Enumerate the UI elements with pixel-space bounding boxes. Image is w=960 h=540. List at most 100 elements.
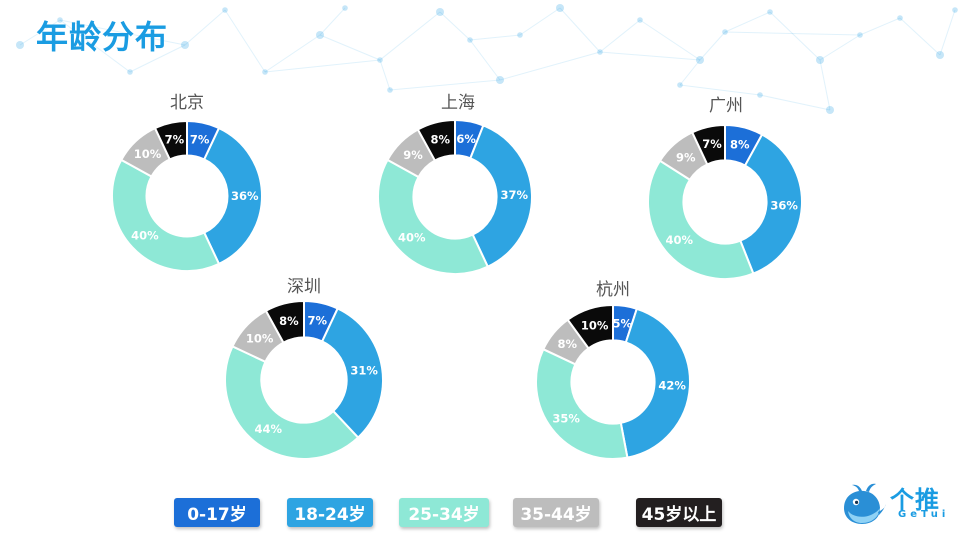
- legend-item-25-34: 25-34岁: [399, 498, 489, 527]
- slice-label-guangzhou-45-plus: 7%: [702, 137, 722, 151]
- slice-label-hangzhou-45-plus: 10%: [581, 319, 609, 333]
- network-node: [722, 29, 728, 35]
- network-line: [129, 44, 186, 73]
- chart-title-hangzhou: 杭州: [596, 280, 630, 300]
- slice-label-shenzhen-0-17: 7%: [308, 314, 328, 328]
- slice-shenzhen-25-34: [224, 345, 360, 460]
- network-line: [679, 59, 701, 86]
- legend-label: 45岁以上: [641, 505, 717, 525]
- network-line: [899, 17, 941, 56]
- network-node: [496, 76, 504, 84]
- network-node: [57, 17, 63, 23]
- chart-title-guangzhou: 广州: [709, 96, 743, 116]
- slice-label-hangzhou-0-17: 5%: [613, 316, 633, 330]
- slice-guangzhou-18-24: [739, 133, 803, 275]
- logo-text-en: GeTui: [898, 509, 950, 520]
- network-line: [819, 59, 831, 111]
- network-node: [696, 56, 704, 64]
- slice-shanghai-25-34: [377, 158, 490, 275]
- network-line: [759, 94, 831, 111]
- network-line: [499, 51, 601, 81]
- slice-label-shanghai-25-34: 40%: [398, 231, 426, 245]
- network-line: [19, 19, 61, 46]
- logo-text-cn: 个推: [890, 486, 940, 514]
- network-node: [222, 7, 228, 13]
- network-node: [556, 4, 564, 12]
- network-line: [939, 9, 956, 56]
- network-node: [767, 9, 773, 15]
- network-node: [517, 32, 523, 38]
- slice-label-beijing-25-34: 40%: [131, 229, 159, 243]
- legend-label: 0-17岁: [187, 505, 247, 525]
- network-line: [184, 9, 226, 46]
- slice-label-shanghai-35-44: 9%: [403, 148, 423, 162]
- slice-label-shenzhen-45-plus: 8%: [279, 314, 299, 328]
- network-line: [59, 19, 131, 73]
- network-line: [519, 7, 561, 36]
- slice-hangzhou-45-plus: [566, 303, 614, 350]
- slice-beijing-18-24: [202, 126, 263, 266]
- chart-title-shanghai: 上海: [441, 93, 475, 113]
- slice-guangzhou-45-plus: [690, 123, 726, 166]
- whale-logo-icon: [844, 483, 886, 524]
- network-node: [677, 82, 683, 88]
- network-line: [724, 11, 771, 33]
- legend-item-18-24: 18-24岁: [287, 498, 373, 527]
- slice-label-guangzhou-35-44: 9%: [676, 151, 696, 165]
- network-node: [262, 69, 268, 75]
- network-line: [264, 34, 321, 73]
- network-node: [816, 56, 824, 64]
- legend-item-45-plus: 45岁以上: [636, 498, 722, 527]
- slice-label-beijing-0-17: 7%: [190, 133, 210, 147]
- network-node: [637, 17, 643, 23]
- chart-title-shenzhen: 深圳: [287, 277, 321, 297]
- slice-beijing-25-34: [111, 158, 221, 272]
- network-line: [389, 79, 501, 91]
- network-node: [757, 92, 763, 98]
- slice-label-shanghai-18-24: 37%: [500, 188, 528, 202]
- slice-label-shenzhen-25-34: 44%: [254, 422, 282, 436]
- slice-beijing-45-plus: [153, 119, 188, 161]
- network-node: [936, 51, 944, 59]
- getui-logo: 个推 GeTui: [838, 478, 950, 528]
- slice-label-guangzhou-18-24: 36%: [770, 199, 798, 213]
- network-node: [952, 7, 958, 13]
- donut-shenzhen: 7% 31% 44% 10% 8%: [224, 299, 384, 460]
- slice-shenzhen-45-plus: [264, 299, 305, 344]
- network-line: [639, 19, 701, 61]
- slice-label-shenzhen-35-44: 10%: [246, 331, 274, 345]
- network-line: [699, 31, 726, 61]
- network-node: [16, 41, 24, 49]
- network-node: [467, 37, 473, 43]
- slice-label-guangzhou-25-34: 40%: [666, 233, 694, 247]
- network-line: [379, 59, 391, 91]
- network-line: [819, 34, 861, 61]
- slice-label-beijing-35-44: 10%: [134, 147, 162, 161]
- network-line: [439, 11, 471, 41]
- legend-item-0-17: 0-17岁: [174, 498, 260, 527]
- network-line: [679, 84, 761, 96]
- network-line: [264, 59, 381, 73]
- network-node: [387, 87, 393, 93]
- slice-label-beijing-18-24: 36%: [231, 189, 259, 203]
- slice-guangzhou-25-34: [647, 159, 755, 280]
- legend-item-35-44: 35-44岁: [513, 498, 599, 527]
- network-node: [857, 32, 863, 38]
- network-line: [859, 17, 901, 36]
- network-line: [469, 39, 501, 81]
- network-node: [897, 15, 903, 21]
- network-line: [379, 11, 441, 61]
- network-line: [599, 19, 641, 53]
- slice-label-shenzhen-18-24: 31%: [350, 363, 378, 377]
- slice-label-hangzhou-18-24: 42%: [658, 379, 686, 393]
- slice-hangzhou-25-34: [535, 347, 629, 460]
- network-line: [724, 31, 861, 36]
- legend-label: 25-34岁: [408, 505, 480, 525]
- network-node: [597, 49, 603, 55]
- donut-beijing: 7%36%40%10%7%: [111, 119, 263, 272]
- slice-label-hangzhou-25-34: 35%: [552, 411, 580, 425]
- network-node: [342, 5, 348, 11]
- chart-title-beijing: 北京: [170, 93, 204, 113]
- slice-label-beijing-45-plus: 7%: [165, 133, 185, 147]
